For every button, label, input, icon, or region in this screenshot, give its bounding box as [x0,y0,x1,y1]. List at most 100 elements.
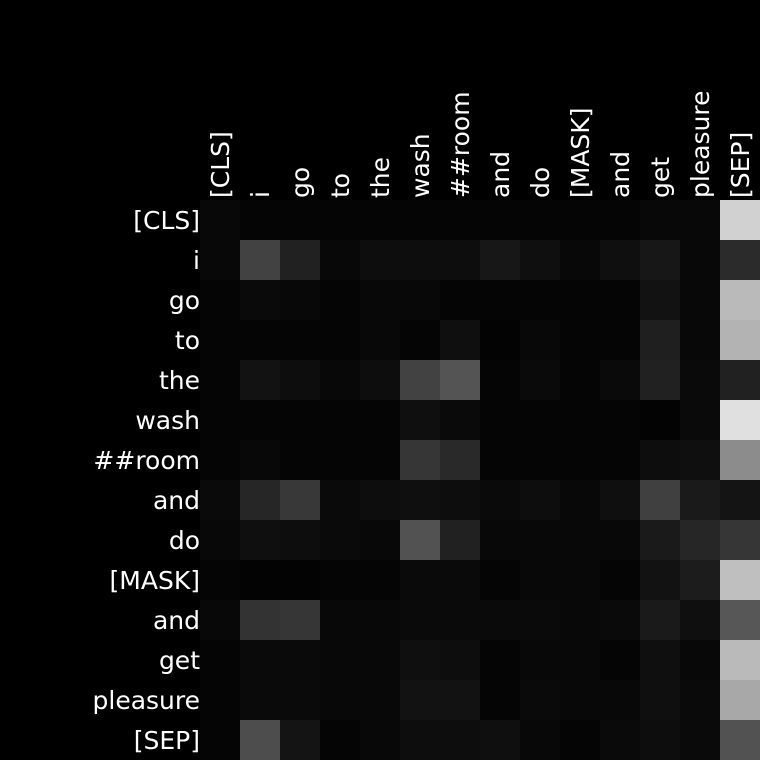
heatmap-cell-r10-c5 [400,600,440,640]
heatmap-cell-r4-c4 [360,360,400,400]
heatmap-cell-r1-c3 [320,240,360,280]
column-label-9: [MASK] [566,108,595,198]
heatmap-cell-r9-c4 [360,560,400,600]
heatmap-cell-r8-c7 [480,520,520,560]
row-labels: [CLS] i go to the wash ##room and do [MASK] and get… [93,206,201,755]
heatmap-cell-r6-c0 [200,440,240,480]
heatmap-cell-r11-c5 [400,640,440,680]
column-label-10: and [606,151,635,198]
heatmap-cell-r13-c2 [280,720,320,760]
heatmap-cell-r4-c9 [560,360,600,400]
heatmap-cell-r13-c8 [520,720,560,760]
column-label-3: to [326,173,355,198]
heatmap-cell-r9-c12 [680,560,720,600]
heatmap-cell-r8-c10 [600,520,640,560]
heatmap-cell-r7-c3 [320,480,360,520]
heatmap-cell-r13-c0 [200,720,240,760]
heatmap-cell-r1-c5 [400,240,440,280]
heatmap-cell-r1-c11 [640,240,680,280]
column-label-13: [SEP] [726,132,755,198]
heatmap-cell-r2-c3 [320,280,360,320]
heatmap-cell-r10-c7 [480,600,520,640]
heatmap-cell-r10-c10 [600,600,640,640]
heatmap-cell-r11-c4 [360,640,400,680]
heatmap-cell-r10-c9 [560,600,600,640]
heatmap-cell-r2-c4 [360,280,400,320]
row-label-1: i [193,246,200,275]
heatmap-cell-r0-c3 [320,200,360,240]
heatmap-cell-r9-c8 [520,560,560,600]
heatmap-cell-r3-c7 [480,320,520,360]
heatmap-cell-r6-c4 [360,440,400,480]
heatmap-cell-r5-c7 [480,400,520,440]
heatmap-cell-r4-c0 [200,360,240,400]
heatmap-cell-r7-c5 [400,480,440,520]
heatmap-cell-r11-c12 [680,640,720,680]
heatmap-cell-r4-c6 [440,360,480,400]
heatmap-cell-r13-c4 [360,720,400,760]
heatmap-cell-r13-c12 [680,720,720,760]
row-label-6: ##room [93,446,200,475]
heatmap-cell-r9-c9 [560,560,600,600]
heatmap-cell-r2-c6 [440,280,480,320]
heatmap-cell-r11-c8 [520,640,560,680]
heatmap-cell-r4-c13 [720,360,760,400]
heatmap-cell-r11-c13 [720,640,760,680]
heatmap-cell-r0-c0 [200,200,240,240]
heatmap-cell-r7-c10 [600,480,640,520]
heatmap-cell-r1-c1 [240,240,280,280]
heatmap-cell-r12-c12 [680,680,720,720]
heatmap-cell-r12-c11 [640,680,680,720]
row-label-9: [MASK] [110,566,200,595]
heatmap-cell-r11-c9 [560,640,600,680]
heatmap-cell-r3-c6 [440,320,480,360]
heatmap-cell-r4-c10 [600,360,640,400]
heatmap-cell-r12-c1 [240,680,280,720]
heatmap-cell-r12-c4 [360,680,400,720]
heatmap-cell-r4-c2 [280,360,320,400]
heatmap-cell-r7-c7 [480,480,520,520]
heatmap-cell-r10-c12 [680,600,720,640]
heatmap-cell-r6-c2 [280,440,320,480]
row-label-5: wash [135,406,200,435]
heatmap-cell-r5-c6 [440,400,480,440]
heatmap-cell-r6-c11 [640,440,680,480]
heatmap-cell-r3-c11 [640,320,680,360]
heatmap-cell-r4-c7 [480,360,520,400]
heatmap-cell-r3-c13 [720,320,760,360]
heatmap-cell-r6-c7 [480,440,520,480]
row-label-8: do [169,526,200,555]
heatmap-cell-r4-c3 [320,360,360,400]
heatmap-cell-r5-c0 [200,400,240,440]
heatmap-cell-r5-c12 [680,400,720,440]
row-label-12: pleasure [93,686,201,715]
row-label-10: and [153,606,200,635]
heatmap-cell-r10-c0 [200,600,240,640]
row-label-3: to [175,326,200,355]
heatmap-cell-r13-c6 [440,720,480,760]
heatmap-cell-r12-c13 [720,680,760,720]
heatmap-cell-r12-c8 [520,680,560,720]
heatmap-cell-r12-c2 [280,680,320,720]
heatmap-cell-r1-c8 [520,240,560,280]
column-label-11: get [646,157,675,198]
heatmap-cell-r9-c13 [720,560,760,600]
heatmap-cells [200,200,760,760]
column-label-0: [CLS] [206,131,235,198]
heatmap-cell-r4-c5 [400,360,440,400]
heatmap-cell-r5-c3 [320,400,360,440]
heatmap-cell-r3-c8 [520,320,560,360]
heatmap-cell-r5-c5 [400,400,440,440]
heatmap-cell-r13-c11 [640,720,680,760]
heatmap-cell-r0-c6 [440,200,480,240]
heatmap-cell-r7-c1 [240,480,280,520]
heatmap-cell-r5-c4 [360,400,400,440]
heatmap-cell-r0-c4 [360,200,400,240]
heatmap-cell-r2-c1 [240,280,280,320]
heatmap-cell-r11-c3 [320,640,360,680]
heatmap-cell-r13-c1 [240,720,280,760]
heatmap-cell-r11-c10 [600,640,640,680]
heatmap-cell-r0-c5 [400,200,440,240]
heatmap-cell-r9-c0 [200,560,240,600]
